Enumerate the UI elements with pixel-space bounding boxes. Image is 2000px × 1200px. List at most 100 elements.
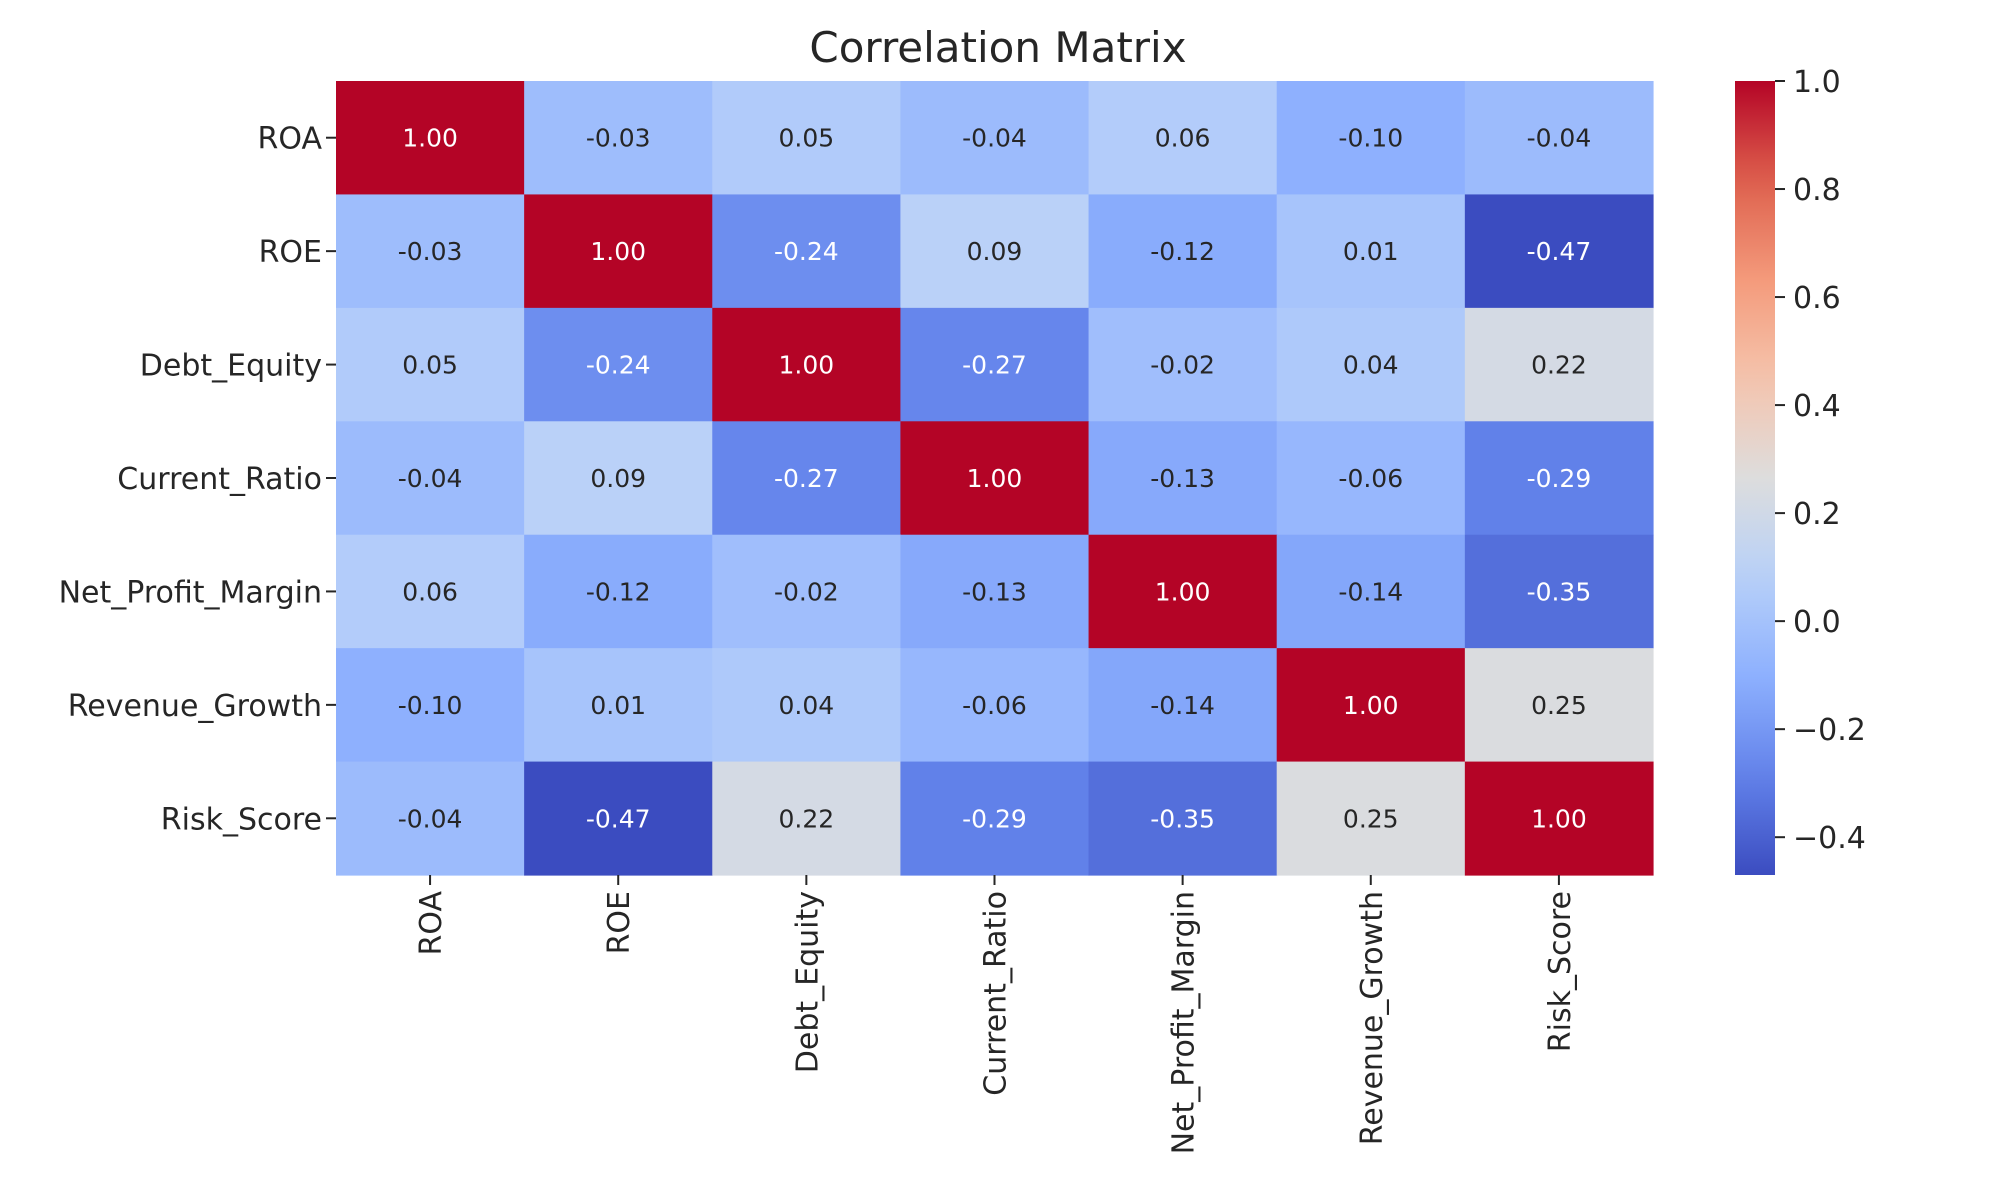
heatmap-cell (336, 648, 525, 763)
colorbar-tick-label: −0.2 (1793, 713, 1866, 748)
heatmap-cell (336, 81, 525, 196)
heatmap-cell (712, 421, 902, 536)
heatmap-cell (524, 421, 713, 536)
heatmap-cell (524, 534, 713, 649)
heatmap-cell (900, 648, 1090, 763)
heatmap-cell (712, 81, 902, 196)
cell-value-label: -0.04 (398, 804, 463, 833)
heatmap-cell (1088, 194, 1278, 309)
cell-value-label: 0.22 (1531, 351, 1587, 380)
heatmap-cell (1464, 421, 1654, 536)
x-axis-tick-labels: ROA ROE Debt_Equity Current_Ratio Net_Profit… (414, 875, 1578, 1154)
y-tick-label: Debt_Equity (140, 349, 322, 384)
cell-value-label: -0.47 (586, 804, 651, 833)
cell-value-label: -0.02 (774, 577, 839, 606)
heatmap-cell (1276, 194, 1466, 309)
heatmap-cell (900, 194, 1090, 309)
cell-value-label: 0.05 (402, 351, 458, 380)
cell-value-label: 1.00 (1531, 804, 1587, 833)
heatmap-cell (1464, 534, 1654, 649)
heatmap-cell (336, 194, 525, 309)
heatmap-cell (524, 761, 713, 876)
cell-value-label: 0.22 (779, 804, 835, 833)
x-tick-label: ROA (414, 891, 449, 956)
cell-value-label: 0.01 (590, 691, 646, 720)
y-tick-label: Net_Profit_Margin (59, 575, 322, 610)
heatmap-cell (900, 421, 1090, 536)
cell-value-label: -0.47 (1527, 237, 1592, 266)
cell-value-label: -0.14 (1338, 577, 1403, 606)
cell-value-label: 1.00 (402, 124, 458, 153)
heatmap-cell (712, 534, 902, 649)
heatmap-cell (1276, 648, 1466, 763)
heatmap-cell (1464, 81, 1654, 196)
cell-value-label: -0.10 (1338, 124, 1403, 153)
y-tick-label: ROE (259, 235, 322, 270)
cell-value-label: 0.25 (1343, 804, 1399, 833)
y-tick-label: ROA (258, 122, 323, 157)
heatmap-cell (336, 421, 525, 536)
y-tick-label: Risk_Score (161, 802, 322, 837)
colorbar-tick-label: 1.0 (1793, 65, 1841, 100)
heatmap-cell (1088, 81, 1278, 196)
y-axis-tick-labels: ROA ROE Debt_Equity Current_Ratio Net_Profit… (59, 122, 336, 837)
cell-value-label: 1.00 (779, 351, 835, 380)
x-tick-label: Risk_Score (1543, 891, 1578, 1052)
colorbar-tick-label: 0.2 (1793, 497, 1841, 532)
x-tick-label: Debt_Equity (790, 891, 825, 1073)
cell-value-label: 0.06 (1155, 124, 1211, 153)
heatmap-cell (1276, 421, 1466, 536)
heatmap-cell (900, 307, 1090, 422)
heatmap-cells: 1.00 -0.03 0.05 -0.04 0.06 -0.10 -0.04 -0.03 1.0… (336, 81, 1654, 876)
heatmap-cell (1088, 534, 1278, 649)
cell-value-label: 0.04 (1343, 351, 1399, 380)
heatmap-cell (1088, 648, 1278, 763)
x-tick-label: Net_Profit_Margin (1167, 891, 1202, 1154)
cell-value-label: -0.35 (1150, 804, 1215, 833)
heatmap-cell (900, 761, 1090, 876)
heatmap-cell (336, 761, 525, 876)
cell-value-label: -0.14 (1150, 691, 1215, 720)
heatmap-cell (900, 81, 1090, 196)
cell-value-label: -0.03 (586, 124, 651, 153)
cell-value-label: -0.24 (586, 351, 651, 380)
colorbar: −0.4 −0.2 0.0 0.2 0.4 0.6 0.8 1.0 (1735, 65, 1866, 875)
cell-value-label: 0.09 (590, 464, 646, 493)
heatmap-cell (1088, 307, 1278, 422)
cell-value-label: 1.00 (1155, 577, 1211, 606)
heatmap-cell (712, 648, 902, 763)
cell-value-label: 0.25 (1531, 691, 1587, 720)
cell-value-label: -0.29 (962, 804, 1027, 833)
colorbar-tick-label: 0.0 (1793, 605, 1841, 640)
cell-value-label: 0.09 (967, 237, 1023, 266)
cell-value-label: 0.05 (779, 124, 835, 153)
colorbar-tick-label: −0.4 (1793, 821, 1866, 856)
cell-value-label: -0.29 (1527, 464, 1592, 493)
heatmap-cell (336, 534, 525, 649)
cell-value-label: -0.12 (586, 577, 651, 606)
cell-value-label: -0.04 (962, 124, 1027, 153)
cell-value-label: -0.27 (774, 464, 839, 493)
heatmap-cell (712, 761, 902, 876)
heatmap-cell (712, 307, 902, 422)
heatmap-cell (1088, 761, 1278, 876)
heatmap-cell (1464, 194, 1654, 309)
colorbar-gradient (1735, 81, 1775, 875)
heatmap-cell (1088, 421, 1278, 536)
chart-title: Correlation Matrix (809, 23, 1186, 72)
cell-value-label: -0.06 (1338, 464, 1403, 493)
heatmap-cell (1276, 761, 1466, 876)
cell-value-label: -0.27 (962, 351, 1027, 380)
y-tick-label: Current_Ratio (117, 462, 322, 497)
colorbar-tick-label: 0.4 (1793, 389, 1841, 424)
cell-value-label: -0.03 (398, 237, 463, 266)
cell-value-label: -0.35 (1527, 577, 1592, 606)
y-tick-label: Revenue_Growth (68, 689, 322, 724)
heatmap-cell (1464, 648, 1654, 763)
heatmap-cell (524, 648, 713, 763)
cell-value-label: -0.06 (962, 691, 1027, 720)
heatmap-cell (336, 307, 525, 422)
x-tick-label: ROE (602, 891, 637, 954)
cell-value-label: -0.12 (1150, 237, 1215, 266)
colorbar-tick-label: 0.6 (1793, 281, 1841, 316)
